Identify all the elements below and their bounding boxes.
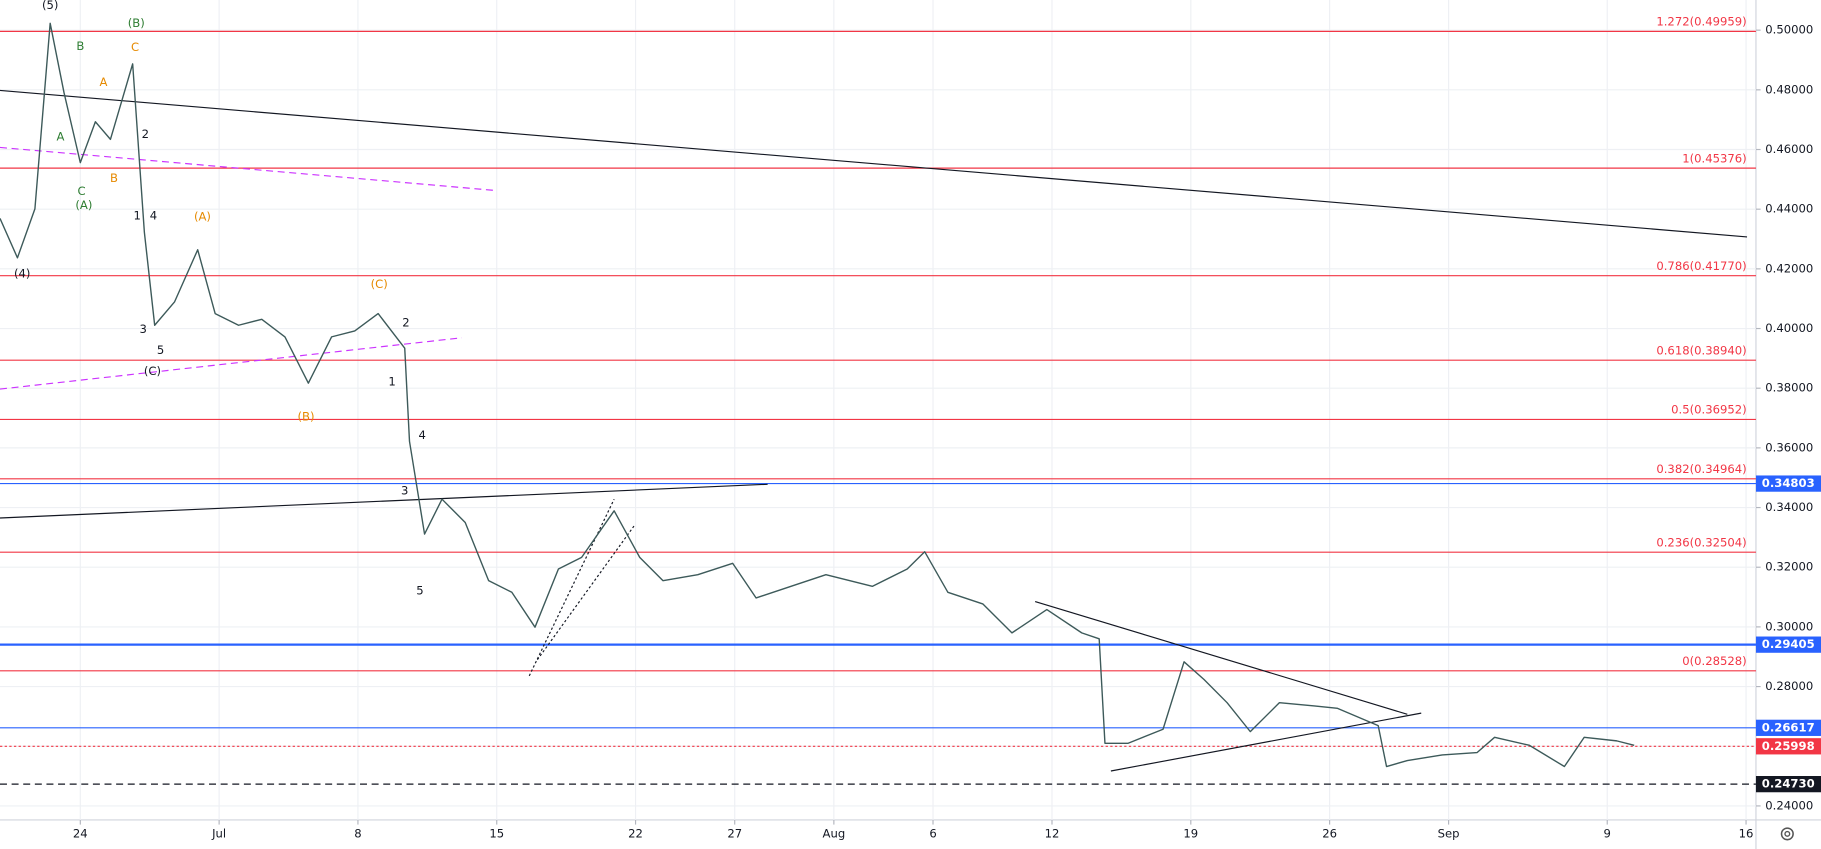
wave-label: C	[77, 184, 85, 198]
wave-label: (C)	[371, 277, 388, 291]
wave-label: (C)	[144, 364, 161, 378]
level-label: 1(0.45376)	[1682, 151, 1746, 165]
price-tag-label: 0.26617	[1762, 720, 1815, 734]
price-tag	[1755, 636, 1821, 653]
y-tick-label: 0.32000	[1765, 560, 1813, 574]
wave-label: (B)	[128, 16, 145, 30]
wave-label: B	[110, 171, 118, 185]
wave-label: 2	[142, 127, 149, 141]
wave-label: (A)	[194, 210, 211, 224]
wave-label: 4	[150, 209, 157, 223]
wave-label: C	[131, 40, 139, 54]
grid	[0, 0, 1756, 820]
price-tag-label: 0.24730	[1762, 777, 1815, 791]
trendline	[0, 146, 495, 191]
x-tick-label: 27	[727, 826, 742, 840]
price-tag	[1755, 475, 1821, 492]
wave-label: (4)	[14, 266, 30, 280]
y-tick-label: 0.28000	[1765, 679, 1813, 693]
settings-icon[interactable]	[1780, 827, 1794, 841]
trendline	[0, 483, 768, 519]
gear-ring	[1780, 827, 1794, 841]
x-tick-label: 12	[1045, 826, 1060, 840]
x-tick-label: 9	[1604, 826, 1611, 840]
level-label: 0.382(0.34964)	[1656, 462, 1746, 476]
wave-label: 4	[418, 428, 425, 442]
level-label: 0.236(0.32504)	[1656, 535, 1746, 549]
price-tag-label: 0.29405	[1762, 637, 1815, 651]
price-tag	[1755, 738, 1821, 755]
wave-label: (B)	[297, 409, 314, 423]
wave-label: 3	[139, 322, 146, 336]
wave-label: B	[76, 39, 84, 53]
wave-label: 1	[388, 374, 395, 388]
price-tag-label: 0.25998	[1762, 739, 1815, 753]
wave-label: A	[57, 129, 65, 143]
y-tick-label: 0.46000	[1765, 142, 1813, 156]
wave-label: 2	[402, 315, 409, 329]
level-label: 0(0.28528)	[1682, 654, 1746, 668]
y-tick-label: 0.40000	[1765, 321, 1813, 335]
axes: 24Jul8152227Aug6121926Sep9160.240000.260…	[73, 23, 1821, 840]
plot: 1.272(0.49959) 1(0.45376) 0.786(0.41770) 0.…	[0, 15, 1756, 785]
x-tick-label: Jul	[211, 826, 226, 840]
wave-label: 3	[401, 484, 408, 498]
y-tick-label: 0.30000	[1765, 619, 1813, 633]
trendline	[1034, 600, 1408, 715]
y-tick-label: 0.48000	[1765, 82, 1813, 96]
level-label: 1.272(0.49959)	[1656, 15, 1746, 29]
x-tick-label: 6	[929, 826, 936, 840]
trendline	[0, 89, 1748, 238]
wave-label: (5)	[42, 0, 58, 12]
y-tick-label: 0.38000	[1765, 381, 1813, 395]
x-tick-label: 8	[354, 826, 361, 840]
x-tick-label: 19	[1183, 826, 1198, 840]
price-tag	[1755, 719, 1821, 736]
gear-hub	[1784, 830, 1791, 837]
y-tick-label: 0.44000	[1765, 202, 1813, 216]
wave-label: 5	[157, 343, 164, 357]
trendline	[0, 337, 462, 390]
price-tag-label: 0.34803	[1762, 476, 1815, 490]
y-tick-label: 0.42000	[1765, 261, 1813, 275]
wave-label: 1	[134, 209, 141, 223]
y-tick-label: 0.34000	[1765, 500, 1813, 514]
x-tick-label: 24	[73, 826, 88, 840]
x-tick-label: 16	[1739, 826, 1754, 840]
annotations: (5)(B)B CAA 2C(A)B1 4 (A)(4)35(C)(C)21(B)435	[14, 0, 426, 598]
x-tick-label: 26	[1322, 826, 1337, 840]
y-tick-label: 0.24000	[1765, 798, 1813, 812]
price-tag	[1755, 776, 1821, 793]
x-tick-label: Aug	[823, 826, 846, 840]
level-label: 0.618(0.38940)	[1656, 343, 1746, 357]
wave-label: (A)	[75, 198, 92, 212]
level-label: 0.5(0.36952)	[1671, 403, 1747, 417]
trendline	[1110, 712, 1422, 772]
price-line	[0, 22, 1635, 768]
x-tick-label: 15	[489, 826, 504, 840]
wave-label: A	[100, 75, 108, 89]
y-tick-label: 0.50000	[1765, 23, 1813, 37]
level-label: 0.786(0.41770)	[1656, 259, 1746, 273]
trendline	[528, 498, 615, 677]
x-tick-label: Sep	[1438, 826, 1460, 840]
x-tick-label: 22	[628, 826, 643, 840]
wave-label: 5	[416, 584, 423, 598]
y-tick-label: 0.36000	[1765, 440, 1813, 454]
